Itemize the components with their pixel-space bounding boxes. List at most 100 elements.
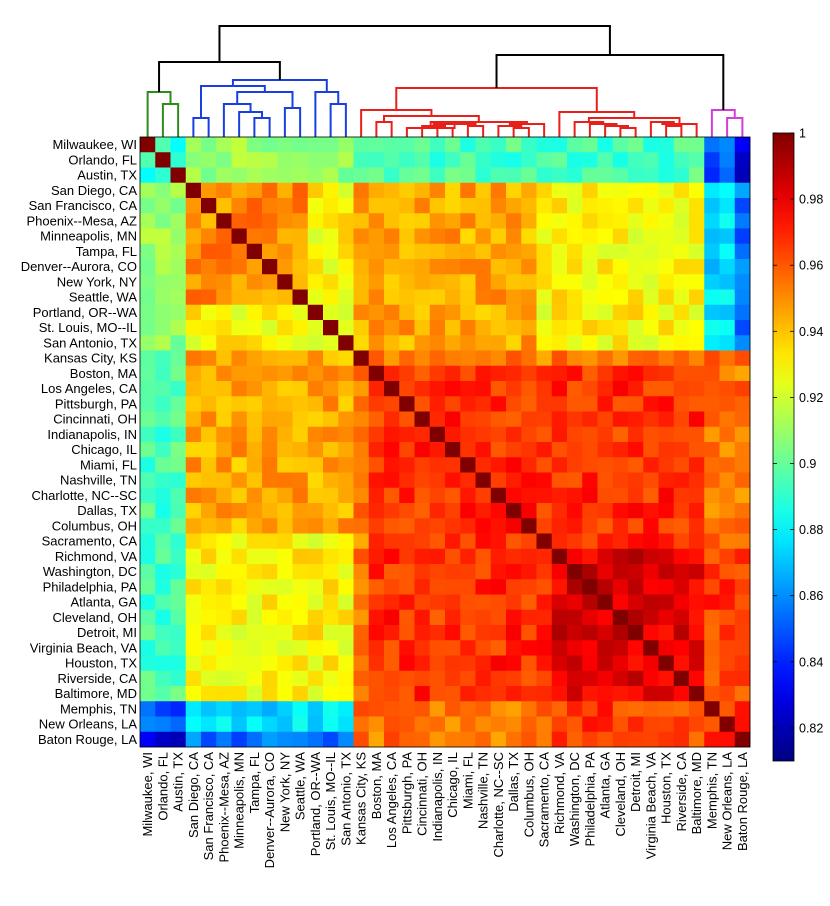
dendrogram-link-12 — [436, 127, 454, 137]
column-label: Washington, DC — [567, 752, 582, 846]
cell-12-10 — [292, 320, 309, 336]
cell-11-28 — [567, 304, 583, 321]
cell-19-10 — [292, 426, 309, 443]
cell-28-37 — [704, 564, 720, 580]
dendrogram-link-14 — [466, 125, 485, 137]
cell-1-31 — [612, 152, 629, 168]
cell-3-24 — [506, 182, 522, 199]
cell-16-39 — [734, 381, 751, 397]
cell-23-38 — [719, 487, 736, 504]
cell-29-18 — [414, 579, 431, 595]
cell-11-4 — [201, 304, 217, 321]
cell-16-22 — [475, 381, 492, 397]
cell-14-28 — [567, 350, 583, 367]
cell-8-28 — [567, 259, 583, 275]
cell-2-10 — [292, 167, 309, 184]
cell-18-1 — [155, 411, 171, 428]
cell-26-1 — [155, 533, 171, 550]
cell-29-7 — [246, 579, 263, 595]
cell-17-35 — [673, 396, 690, 412]
cell-31-16 — [384, 609, 400, 626]
cell-29-8 — [262, 579, 278, 595]
cell-31-35 — [673, 609, 690, 626]
cell-25-34 — [658, 518, 675, 534]
cell-12-9 — [277, 320, 293, 336]
cell-12-38 — [719, 320, 736, 336]
cell-0-15 — [368, 137, 385, 153]
cell-12-33 — [643, 320, 659, 336]
cell-11-13 — [338, 304, 354, 321]
cell-36-4 — [201, 686, 217, 702]
cell-8-8 — [262, 259, 278, 275]
cell-8-20 — [445, 259, 461, 275]
cell-31-5 — [216, 609, 232, 626]
cell-34-17 — [399, 655, 415, 672]
row-label: Dallas, TX — [77, 503, 137, 518]
cell-4-6 — [231, 198, 248, 214]
cell-33-7 — [246, 640, 263, 656]
cell-8-14 — [353, 259, 370, 275]
cell-38-8 — [262, 716, 278, 733]
cell-8-30 — [597, 259, 614, 275]
cell-32-10 — [292, 625, 309, 641]
cell-27-10 — [292, 548, 309, 565]
colorbar-tick-label: 0.9 — [799, 457, 816, 471]
cell-27-4 — [201, 548, 217, 565]
cell-24-1 — [155, 503, 171, 519]
cell-21-7 — [246, 457, 263, 473]
cell-1-1 — [155, 152, 171, 168]
cell-17-11 — [307, 396, 324, 412]
cell-33-38 — [719, 640, 736, 656]
cell-22-20 — [445, 472, 461, 489]
cell-16-28 — [567, 381, 583, 397]
cell-7-28 — [567, 243, 583, 260]
cell-14-18 — [414, 350, 431, 367]
cell-4-9 — [277, 198, 293, 214]
cell-30-18 — [414, 594, 431, 611]
cell-13-30 — [597, 335, 614, 351]
cell-25-12 — [323, 518, 339, 534]
cell-7-27 — [551, 243, 568, 260]
column-label: Indianapolis, IN — [430, 752, 445, 842]
cell-14-4 — [201, 350, 217, 367]
cell-11-24 — [506, 304, 522, 321]
cell-1-32 — [628, 152, 644, 168]
cell-23-34 — [658, 487, 675, 504]
cell-24-3 — [185, 503, 202, 519]
cell-3-19 — [429, 182, 446, 199]
cell-1-23 — [490, 152, 507, 168]
cell-37-17 — [399, 701, 415, 717]
cell-19-38 — [719, 426, 736, 443]
cell-36-32 — [628, 686, 644, 702]
column-label: San Antonio, TX — [338, 752, 353, 846]
column-label: Riverside, CA — [674, 752, 689, 832]
cell-19-17 — [399, 426, 415, 443]
cell-20-29 — [582, 442, 598, 458]
cell-7-11 — [307, 243, 324, 260]
cell-8-29 — [582, 259, 598, 275]
row-label: Richmond, VA — [55, 549, 137, 564]
cell-12-25 — [521, 320, 537, 336]
row-label: New York, NY — [57, 274, 138, 289]
cell-9-36 — [689, 274, 705, 290]
column-label: Portland, OR--WA — [308, 752, 323, 857]
cell-35-21 — [460, 670, 476, 687]
cell-13-24 — [506, 335, 522, 351]
cell-33-36 — [689, 640, 705, 656]
cell-17-22 — [475, 396, 492, 412]
cell-0-16 — [384, 137, 400, 153]
cell-24-2 — [170, 503, 187, 519]
cell-39-34 — [658, 731, 675, 748]
cell-36-23 — [490, 686, 507, 702]
cell-33-6 — [231, 640, 248, 656]
cell-37-10 — [292, 701, 309, 717]
cell-28-0 — [140, 564, 156, 580]
cell-16-16 — [384, 381, 400, 397]
cell-35-26 — [536, 670, 553, 687]
cell-33-32 — [628, 640, 644, 656]
row-label: Nashville, TN — [60, 473, 137, 488]
cell-35-31 — [612, 670, 629, 687]
cell-30-36 — [689, 594, 705, 611]
cell-20-1 — [155, 442, 171, 458]
cell-25-19 — [429, 518, 446, 534]
